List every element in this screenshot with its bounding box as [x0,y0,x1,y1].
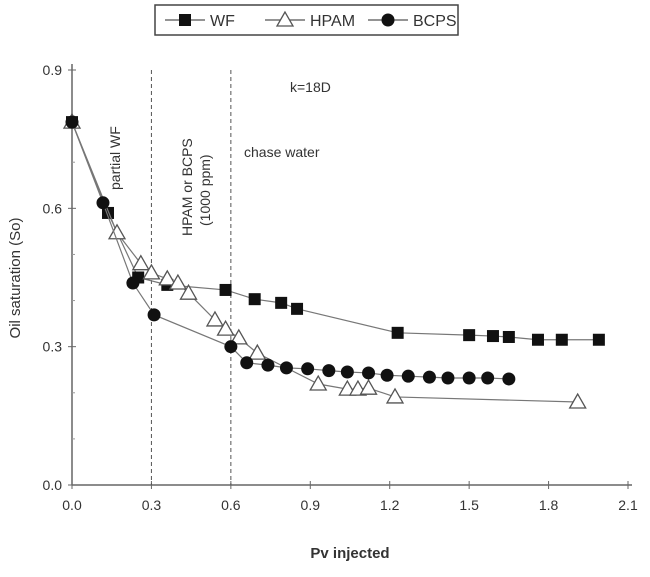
data-point-circle [380,368,394,382]
data-point-square [219,283,232,296]
data-point-circle [462,371,476,385]
x-tick-label: 0.3 [142,497,162,513]
data-point-circle [224,340,238,354]
data-point-circle [240,356,254,370]
data-point-triangle [158,269,177,286]
axes: 0.0 0.3 0.6 0.9 0.0 0.3 0.6 0.9 1.2 1.5 1.8 2.1 [43,62,638,513]
data-point-circle [322,364,336,378]
data-point-circle [441,371,455,385]
data-point-square [179,14,191,26]
series-line-hpam [71,121,578,403]
data-point-circle [422,370,436,384]
data-point-square [275,296,288,309]
annotation-chase-water: chase water [244,144,320,160]
data-point-triangle [248,343,267,360]
annotation-polymer: HPAM or BCPS [179,138,195,236]
data-point-triangle [275,10,295,27]
data-point-triangle [568,392,587,409]
data-point-circle [126,276,140,290]
data-point-circle [340,365,354,379]
data-point-triangle [142,263,161,280]
y-tick-label: 0.3 [43,339,63,355]
data-point-circle [65,115,79,129]
legend-label: WF [210,13,235,30]
marks [62,112,605,409]
annotation-polymer-conc: (1000 ppm) [197,154,213,226]
x-axis-label: Pv injected [310,545,389,562]
data-point-square [463,329,476,342]
data-point-circle [96,196,110,210]
data-point-circle [381,13,395,27]
data-point-square [531,333,544,346]
data-point-square [486,330,499,343]
data-point-circle [481,371,495,385]
x-tick-label: 0.0 [62,497,82,513]
x-tick-label: 1.8 [539,497,559,513]
x-tick-label: 0.9 [301,497,321,513]
legend-label: BCPS [413,13,457,30]
data-point-triangle [168,273,188,290]
x-tick-label: 0.6 [221,497,241,513]
legend-label: HPAM [310,13,355,30]
data-point-triangle [309,374,328,391]
data-point-circle [401,369,415,383]
data-point-square [248,293,261,306]
data-point-circle [279,361,293,375]
data-point-triangle [229,328,248,345]
data-point-circle [261,358,275,372]
data-point-circle [502,372,516,386]
x-tick-label: 1.2 [380,497,400,513]
annotation-permeability: k=18D [290,79,331,95]
y-tick-label: 0.9 [43,62,63,78]
data-point-triangle [385,387,405,404]
y-axis-label: Oil saturation (So) [7,218,24,339]
data-point-square [592,333,605,346]
data-point-square [555,333,568,346]
data-point-square [291,302,304,315]
data-point-triangle [131,254,150,271]
data-point-triangle [216,319,235,336]
data-point-square [502,330,515,343]
y-tick-label: 0.0 [43,477,63,493]
data-point-triangle [205,310,225,327]
legend: WF HPAM BCPS [154,4,459,36]
data-point-circle [301,362,315,376]
y-tick-label: 0.6 [43,200,63,216]
data-point-circle [147,308,161,322]
series-line-bcps [71,121,509,380]
data-point-triangle [179,283,198,300]
data-point-circle [362,366,376,380]
annotation-partial-wf: partial WF [107,126,123,190]
data-point-triangle [359,378,378,395]
data-point-square [391,326,404,339]
x-tick-label: 1.5 [459,497,479,513]
x-tick-label: 2.1 [618,497,638,513]
